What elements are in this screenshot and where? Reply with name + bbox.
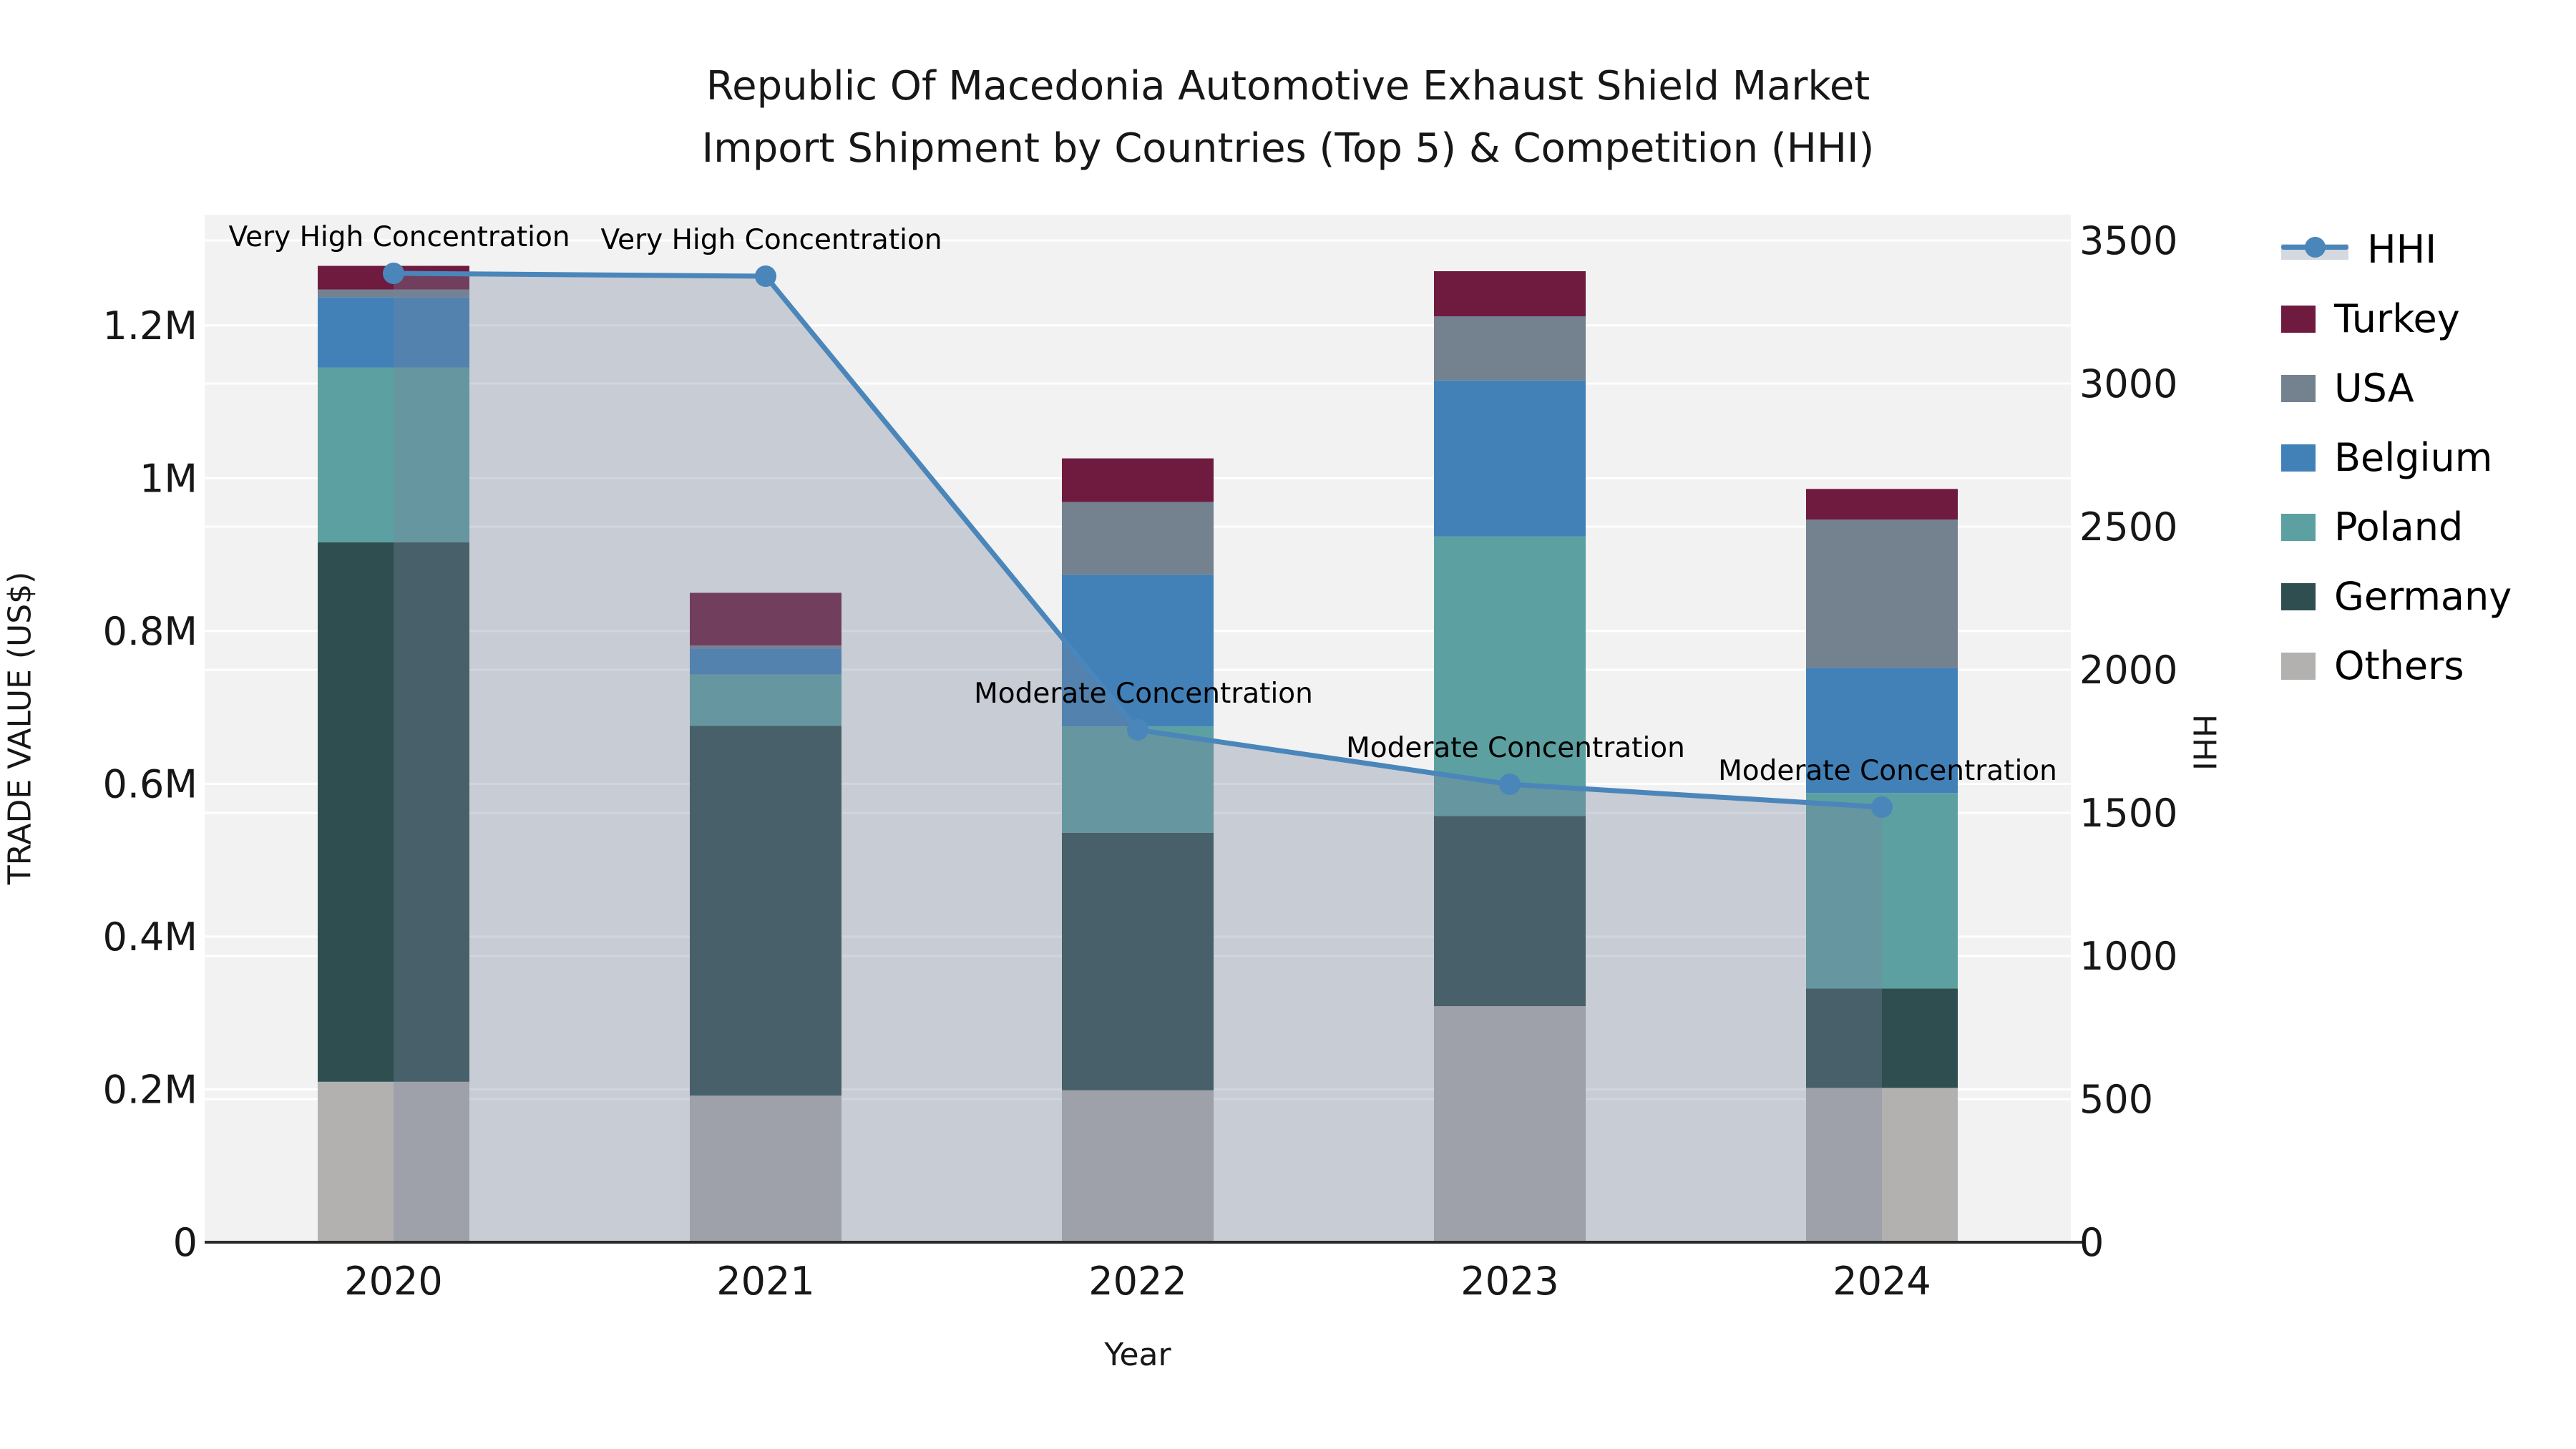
hhi-marker-2021 xyxy=(755,265,776,287)
annotation-2021: Very High Concentration xyxy=(600,224,942,256)
y-left-tick-0.2M: 0.2M xyxy=(103,1067,197,1112)
legend-item-others: Others xyxy=(2281,631,2512,701)
y-axis-left-title: TRADE VALUE (US$) xyxy=(1,571,39,885)
bar-segment-2022-usa xyxy=(1062,502,1214,575)
legend-label: Poland xyxy=(2334,504,2464,550)
y-left-tick-0: 0 xyxy=(173,1220,197,1265)
chart-title-line1: Republic Of Macedonia Automotive Exhaust… xyxy=(706,63,1870,109)
bar-segment-2021-poland xyxy=(690,674,841,726)
bar-segment-2021-germany xyxy=(690,726,841,1096)
legend-label: Belgium xyxy=(2334,435,2493,480)
x-tick-2022: 2022 xyxy=(1088,1259,1186,1304)
bar-segment-2023-poland xyxy=(1434,536,1586,816)
legend-label: Others xyxy=(2334,643,2464,688)
bar-segment-2024-belgium xyxy=(1806,668,1958,794)
bar-segment-2023-usa xyxy=(1434,316,1586,381)
bar-segment-2023-belgium xyxy=(1434,380,1586,537)
y-axis-right-title: HHI xyxy=(2185,713,2223,771)
y-right-tick-1500: 1500 xyxy=(2079,791,2177,836)
x-tick-2020: 2020 xyxy=(344,1259,442,1304)
hhi-line-icon xyxy=(2281,234,2348,265)
annotation-2022: Moderate Concentration xyxy=(974,678,1313,710)
hhi-marker-2023 xyxy=(1499,774,1521,795)
legend-swatch-icon xyxy=(2281,374,2316,402)
legend-swatch-icon xyxy=(2281,582,2316,610)
legend-swatch-icon xyxy=(2281,444,2316,472)
y-left-tick-1.2M: 1.2M xyxy=(103,303,197,348)
hhi-marker-2024 xyxy=(1871,796,1893,818)
y-right-tick-0: 0 xyxy=(2079,1220,2104,1265)
legend-swatch-icon xyxy=(2281,513,2316,541)
bar-segment-2022-turkey xyxy=(1062,458,1214,502)
hhi-marker-2020 xyxy=(383,263,404,284)
chart-title-line2: Import Shipment by Countries (Top 5) & C… xyxy=(701,125,1875,172)
hhi-area-fill xyxy=(394,273,1882,1242)
y-left-tick-0.6M: 0.6M xyxy=(103,761,197,806)
bar-segment-2020-usa xyxy=(318,289,469,298)
legend-item-poland: Poland xyxy=(2281,492,2512,562)
y-left-tick-0.8M: 0.8M xyxy=(103,609,197,654)
chart-title: Republic Of Macedonia Automotive Exhaust… xyxy=(0,56,2576,180)
bar-segment-2022-others xyxy=(1062,1090,1214,1242)
bar-segment-2024-others xyxy=(1806,1088,1958,1242)
bar-segment-2022-belgium xyxy=(1062,574,1214,727)
y-right-tick-2500: 2500 xyxy=(2079,504,2177,550)
y-left-tick-0.4M: 0.4M xyxy=(103,914,197,960)
x-tick-2024: 2024 xyxy=(1833,1259,1931,1304)
bar-segment-2024-germany xyxy=(1806,988,1958,1088)
legend-label: USA xyxy=(2334,366,2414,411)
bar-segment-2020-germany xyxy=(318,542,469,1082)
y-right-tick-3500: 3500 xyxy=(2079,218,2177,263)
legend-swatch-icon xyxy=(2281,652,2316,680)
legend-item-hhi: HHI xyxy=(2281,215,2512,284)
x-tick-2021: 2021 xyxy=(716,1259,814,1304)
bar-segment-2023-others xyxy=(1434,1006,1586,1242)
legend-label: Turkey xyxy=(2334,296,2460,341)
legend-item-turkey: Turkey xyxy=(2281,284,2512,353)
y-right-tick-3000: 3000 xyxy=(2079,361,2177,406)
y-right-tick-500: 500 xyxy=(2079,1077,2153,1122)
hhi-marker-2022 xyxy=(1127,719,1148,741)
bar-segment-2020-others xyxy=(318,1081,469,1242)
bar-segment-2023-germany xyxy=(1434,816,1586,1007)
legend-item-germany: Germany xyxy=(2281,562,2512,631)
legend-item-belgium: Belgium xyxy=(2281,423,2512,492)
bar-segment-2021-usa xyxy=(690,645,841,649)
annotation-2020: Very High Concentration xyxy=(228,221,570,253)
legend-label: Germany xyxy=(2334,574,2512,619)
bar-segment-2024-usa xyxy=(1806,519,1958,668)
bar-segment-2024-turkey xyxy=(1806,489,1958,519)
bar-segment-2021-turkey xyxy=(690,592,841,646)
legend-swatch-icon xyxy=(2281,305,2316,333)
y-left-tick-1M: 1M xyxy=(140,456,197,501)
x-axis-title: Year xyxy=(1104,1337,1171,1373)
annotation-2023: Moderate Concentration xyxy=(1346,732,1685,764)
bar-segment-2022-poland xyxy=(1062,726,1214,833)
bar-segment-2022-germany xyxy=(1062,832,1214,1091)
legend-item-usa: USA xyxy=(2281,353,2512,423)
bar-segment-2021-belgium xyxy=(690,648,841,675)
bar-segment-2020-poland xyxy=(318,367,469,543)
y-right-tick-2000: 2000 xyxy=(2079,648,2177,693)
bar-segment-2021-others xyxy=(690,1096,841,1242)
bar-segment-2020-belgium xyxy=(318,297,469,368)
legend-label: HHI xyxy=(2367,227,2437,272)
bar-segment-2024-poland xyxy=(1806,793,1958,989)
bar-segment-2023-turkey xyxy=(1434,271,1586,316)
annotation-2024: Moderate Concentration xyxy=(1718,755,2057,787)
legend: HHI Turkey USA Belgium Poland Germany Others xyxy=(2281,215,2512,701)
y-right-tick-1000: 1000 xyxy=(2079,934,2177,979)
x-tick-2023: 2023 xyxy=(1460,1259,1558,1304)
